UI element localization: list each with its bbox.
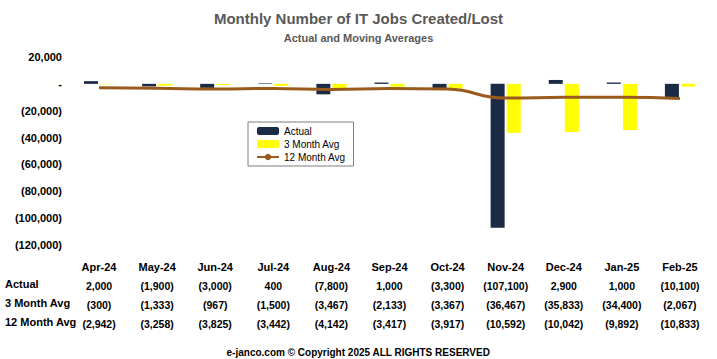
svg-text:(107,100): (107,100) (483, 280, 528, 292)
svg-text:(10,042): (10,042) (544, 318, 583, 330)
svg-text:e-janco.com © Copyright 2025 A: e-janco.com © Copyright 2025 ALL RIGHTS … (227, 347, 490, 358)
svg-text:Oct-24: Oct-24 (430, 261, 465, 273)
svg-text:(2,133): (2,133) (373, 299, 406, 311)
svg-text:Jul-24: Jul-24 (257, 261, 290, 273)
svg-text:(120,000): (120,000) (15, 239, 62, 251)
svg-text:(80,000): (80,000) (21, 185, 62, 197)
svg-text:Sep-24: Sep-24 (371, 261, 408, 273)
svg-text:(2,942): (2,942) (82, 318, 115, 330)
svg-text:Apr-24: Apr-24 (82, 261, 118, 273)
svg-text:(300): (300) (87, 299, 112, 311)
svg-text:1,000: 1,000 (609, 280, 635, 292)
svg-text:(3,467): (3,467) (315, 299, 348, 311)
svg-text:(34,400): (34,400) (602, 299, 641, 311)
svg-text:Jan-25: Jan-25 (604, 261, 639, 273)
svg-text:(2,067): (2,067) (663, 299, 696, 311)
svg-text:(3,367): (3,367) (431, 299, 464, 311)
svg-text:(3,000): (3,000) (199, 280, 232, 292)
svg-text:Feb-25: Feb-25 (662, 261, 697, 273)
svg-text:(36,467): (36,467) (486, 299, 525, 311)
svg-text:20,000: 20,000 (28, 51, 62, 63)
svg-text:Monthly Number of IT Jobs Crea: Monthly Number of IT Jobs Created/Lost (214, 10, 503, 27)
svg-text:-: - (58, 78, 62, 90)
svg-text:(10,100): (10,100) (660, 280, 699, 292)
svg-text:(3,825): (3,825) (199, 318, 232, 330)
svg-text:2,000: 2,000 (86, 280, 112, 292)
svg-text:(10,833): (10,833) (660, 318, 699, 330)
svg-text:(1,900): (1,900) (140, 280, 173, 292)
svg-text:3 Month Avg: 3 Month Avg (284, 139, 339, 150)
svg-text:12 Month Avg: 12 Month Avg (5, 316, 76, 328)
svg-text:(9,892): (9,892) (605, 318, 638, 330)
svg-text:Dec-24: Dec-24 (546, 261, 583, 273)
svg-text:Actual and Moving Averages: Actual and Moving Averages (284, 32, 434, 44)
svg-text:(10,592): (10,592) (486, 318, 525, 330)
svg-text:(4,142): (4,142) (315, 318, 348, 330)
svg-text:(1,333): (1,333) (140, 299, 173, 311)
svg-text:(967): (967) (203, 299, 228, 311)
svg-text:Aug-24: Aug-24 (313, 261, 351, 273)
svg-text:(3,417): (3,417) (373, 318, 406, 330)
svg-text:Jun-24: Jun-24 (197, 261, 233, 273)
svg-text:May-24: May-24 (138, 261, 176, 273)
svg-text:(3,258): (3,258) (140, 318, 173, 330)
svg-text:(35,833): (35,833) (544, 299, 583, 311)
svg-text:Actual: Actual (284, 126, 312, 137)
svg-text:(3,917): (3,917) (431, 318, 464, 330)
svg-text:Nov-24: Nov-24 (487, 261, 525, 273)
svg-text:(1,500): (1,500) (257, 299, 290, 311)
svg-text:(20,000): (20,000) (21, 105, 62, 117)
svg-text:12 Month Avg: 12 Month Avg (284, 152, 345, 163)
svg-text:(3,442): (3,442) (257, 318, 290, 330)
svg-text:(100,000): (100,000) (15, 212, 62, 224)
svg-text:3 Month Avg: 3 Month Avg (5, 297, 70, 309)
svg-text:(3,300): (3,300) (431, 280, 464, 292)
svg-text:2,900: 2,900 (551, 280, 577, 292)
svg-text:(60,000): (60,000) (21, 158, 62, 170)
svg-text:400: 400 (265, 280, 283, 292)
svg-text:1,000: 1,000 (376, 280, 402, 292)
svg-text:(40,000): (40,000) (21, 132, 62, 144)
svg-text:(7,800): (7,800) (315, 280, 348, 292)
svg-text:Actual: Actual (5, 278, 39, 290)
